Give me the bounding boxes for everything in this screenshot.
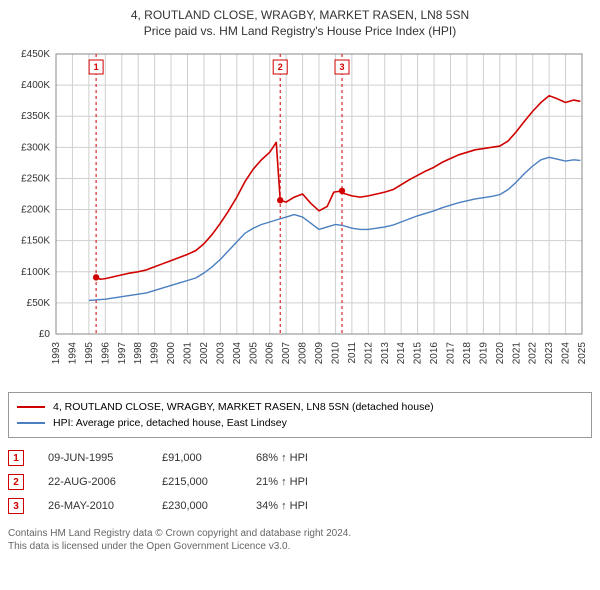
transaction-price: £215,000: [162, 476, 232, 488]
transactions-table: 1 09-JUN-1995 £91,000 68% ↑ HPI 2 22-AUG-2006…: [8, 446, 592, 518]
footer-line2: This data is licensed under the Open Gov…: [8, 541, 592, 552]
price-chart: £0 £50K £100K £150K £200K £250K £300K £350K £400…: [8, 44, 592, 384]
svg-text:£50K: £50K: [27, 298, 51, 309]
svg-text:2011: 2011: [347, 342, 358, 364]
svg-text:1996: 1996: [100, 342, 111, 365]
legend-row: HPI: Average price, detached house, East…: [17, 415, 583, 431]
svg-text:£450K: £450K: [21, 49, 50, 60]
svg-text:2: 2: [278, 62, 283, 72]
legend-swatch: [17, 406, 45, 408]
title-block: 4, ROUTLAND CLOSE, WRAGBY, MARKET RASEN,…: [8, 8, 592, 38]
footer-line1: Contains HM Land Registry data © Crown c…: [8, 528, 592, 539]
chart-container: £0 £50K £100K £150K £200K £250K £300K £350K £400…: [8, 44, 592, 384]
svg-text:2003: 2003: [215, 342, 226, 365]
transaction-price: £230,000: [162, 500, 232, 512]
svg-text:2017: 2017: [446, 342, 457, 365]
svg-text:2020: 2020: [495, 342, 506, 365]
transaction-delta: 68% ↑ HPI: [256, 452, 346, 464]
svg-text:2006: 2006: [265, 342, 276, 365]
svg-text:£100K: £100K: [21, 267, 50, 278]
svg-text:1997: 1997: [117, 342, 128, 365]
svg-text:2025: 2025: [577, 342, 588, 365]
svg-text:£350K: £350K: [21, 111, 50, 122]
svg-text:1995: 1995: [84, 342, 95, 365]
svg-text:1: 1: [94, 62, 99, 72]
svg-text:1994: 1994: [67, 342, 78, 365]
svg-text:£250K: £250K: [21, 173, 50, 184]
transaction-date: 22-AUG-2006: [48, 476, 138, 488]
svg-text:£0: £0: [39, 329, 51, 340]
svg-text:2002: 2002: [199, 342, 210, 365]
transaction-date: 09-JUN-1995: [48, 452, 138, 464]
transaction-row: 2 22-AUG-2006 £215,000 21% ↑ HPI: [8, 470, 592, 494]
svg-text:2013: 2013: [380, 342, 391, 365]
svg-text:2019: 2019: [478, 342, 489, 365]
svg-text:£150K: £150K: [21, 236, 50, 247]
svg-text:2023: 2023: [544, 342, 555, 365]
svg-text:2009: 2009: [314, 342, 325, 365]
svg-text:1998: 1998: [133, 342, 144, 365]
transaction-row: 3 26-MAY-2010 £230,000 34% ↑ HPI: [8, 494, 592, 518]
svg-text:2015: 2015: [413, 342, 424, 365]
legend: 4, ROUTLAND CLOSE, WRAGBY, MARKET RASEN,…: [8, 392, 592, 438]
svg-text:1999: 1999: [150, 342, 161, 365]
svg-text:£200K: £200K: [21, 205, 50, 216]
legend-label: 4, ROUTLAND CLOSE, WRAGBY, MARKET RASEN,…: [53, 401, 434, 413]
svg-text:£300K: £300K: [21, 142, 50, 153]
transaction-row: 1 09-JUN-1995 £91,000 68% ↑ HPI: [8, 446, 592, 470]
svg-text:2016: 2016: [429, 342, 440, 365]
transaction-badge: 1: [8, 450, 24, 466]
legend-row: 4, ROUTLAND CLOSE, WRAGBY, MARKET RASEN,…: [17, 399, 583, 415]
svg-text:2005: 2005: [248, 342, 259, 365]
svg-text:1993: 1993: [51, 342, 62, 365]
svg-text:2024: 2024: [561, 342, 572, 365]
svg-text:2022: 2022: [528, 342, 539, 365]
svg-text:2000: 2000: [166, 342, 177, 365]
transaction-badge: 2: [8, 474, 24, 490]
transaction-date: 26-MAY-2010: [48, 500, 138, 512]
svg-text:3: 3: [340, 62, 345, 72]
transaction-badge: 3: [8, 498, 24, 514]
svg-text:2004: 2004: [232, 342, 243, 365]
transaction-delta: 21% ↑ HPI: [256, 476, 346, 488]
title-line1: 4, ROUTLAND CLOSE, WRAGBY, MARKET RASEN,…: [8, 8, 592, 22]
svg-text:2008: 2008: [298, 342, 309, 365]
transaction-price: £91,000: [162, 452, 232, 464]
svg-text:2001: 2001: [183, 342, 194, 365]
svg-text:2012: 2012: [363, 342, 374, 365]
legend-label: HPI: Average price, detached house, East…: [53, 417, 287, 429]
svg-text:2010: 2010: [330, 342, 341, 365]
title-line2: Price paid vs. HM Land Registry's House …: [8, 24, 592, 38]
svg-text:£400K: £400K: [21, 80, 50, 91]
svg-text:2007: 2007: [281, 342, 292, 365]
legend-swatch: [17, 422, 45, 424]
svg-text:2021: 2021: [511, 342, 522, 365]
svg-text:2018: 2018: [462, 342, 473, 365]
svg-text:2014: 2014: [396, 342, 407, 365]
transaction-delta: 34% ↑ HPI: [256, 500, 346, 512]
